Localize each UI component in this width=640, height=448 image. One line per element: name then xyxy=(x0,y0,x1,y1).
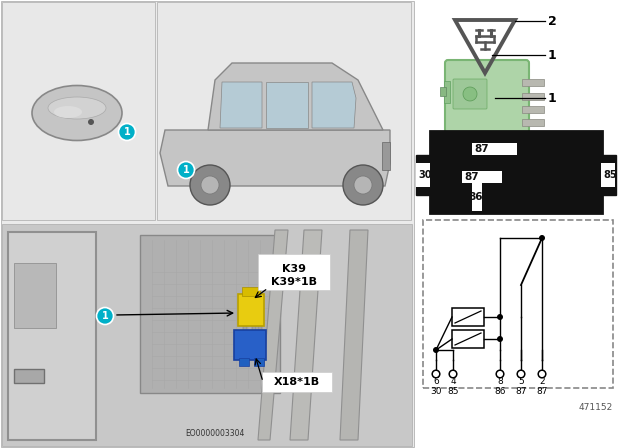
Text: X18*1B: X18*1B xyxy=(274,377,320,387)
Circle shape xyxy=(539,235,545,241)
Polygon shape xyxy=(266,82,308,128)
Bar xyxy=(262,372,332,392)
Text: 85: 85 xyxy=(447,387,459,396)
Text: 87: 87 xyxy=(536,387,548,396)
Bar xyxy=(522,79,544,86)
Bar xyxy=(452,308,484,326)
Bar xyxy=(140,235,280,393)
Polygon shape xyxy=(340,230,368,440)
Text: K39*1B: K39*1B xyxy=(271,277,317,287)
Text: 5: 5 xyxy=(518,378,524,387)
Circle shape xyxy=(497,336,503,342)
Bar xyxy=(1,1,414,447)
Bar xyxy=(14,369,44,383)
Text: 2: 2 xyxy=(548,14,557,27)
Circle shape xyxy=(496,370,504,378)
Ellipse shape xyxy=(48,97,106,119)
Bar xyxy=(2,2,155,220)
Polygon shape xyxy=(258,230,288,440)
FancyBboxPatch shape xyxy=(453,79,487,109)
Bar xyxy=(472,183,482,211)
Bar xyxy=(423,220,613,388)
Circle shape xyxy=(538,370,546,378)
Text: 87: 87 xyxy=(474,144,488,154)
Bar xyxy=(243,324,247,336)
Bar xyxy=(234,330,266,360)
Bar xyxy=(239,358,249,366)
Circle shape xyxy=(463,87,477,101)
Bar xyxy=(2,224,412,446)
Bar xyxy=(254,358,264,366)
Bar xyxy=(258,254,330,290)
Bar xyxy=(452,330,484,348)
Text: 30: 30 xyxy=(430,387,442,396)
Circle shape xyxy=(433,347,439,353)
Bar xyxy=(472,143,517,155)
Text: 87: 87 xyxy=(464,172,479,182)
Circle shape xyxy=(517,370,525,378)
Circle shape xyxy=(88,119,94,125)
Circle shape xyxy=(497,314,503,320)
Text: 1: 1 xyxy=(548,91,557,104)
Text: 86: 86 xyxy=(494,387,506,396)
Bar xyxy=(522,119,544,126)
Text: 30: 30 xyxy=(418,170,431,180)
Bar xyxy=(258,324,262,336)
Text: 4: 4 xyxy=(450,378,456,387)
Circle shape xyxy=(354,176,372,194)
Circle shape xyxy=(177,161,195,178)
Bar xyxy=(601,163,615,187)
Text: 6: 6 xyxy=(433,378,439,387)
Bar xyxy=(416,163,430,187)
Bar xyxy=(444,81,450,103)
Bar xyxy=(157,2,411,220)
Bar xyxy=(522,93,544,100)
Bar xyxy=(462,171,502,183)
Text: 86: 86 xyxy=(468,192,483,202)
Polygon shape xyxy=(160,130,390,186)
Bar xyxy=(430,131,602,213)
Text: 8: 8 xyxy=(497,378,503,387)
Bar xyxy=(238,294,264,326)
Polygon shape xyxy=(290,230,322,440)
Text: 1: 1 xyxy=(102,311,108,321)
Bar xyxy=(382,142,390,170)
Text: 85: 85 xyxy=(603,170,616,180)
Bar xyxy=(415,1,639,447)
Text: 2: 2 xyxy=(539,378,545,387)
Text: EO0000003304: EO0000003304 xyxy=(186,429,244,438)
Bar xyxy=(522,106,544,113)
Bar xyxy=(252,324,256,336)
Text: 1: 1 xyxy=(182,165,189,175)
Bar xyxy=(14,263,56,328)
Circle shape xyxy=(190,165,230,205)
Ellipse shape xyxy=(32,86,122,141)
Bar xyxy=(440,87,446,96)
Polygon shape xyxy=(312,82,356,128)
Circle shape xyxy=(432,370,440,378)
Polygon shape xyxy=(220,82,262,128)
Circle shape xyxy=(118,124,136,141)
Ellipse shape xyxy=(54,106,82,118)
Circle shape xyxy=(343,165,383,205)
Bar xyxy=(8,232,96,440)
Circle shape xyxy=(97,307,113,324)
Circle shape xyxy=(449,370,457,378)
Text: K39: K39 xyxy=(282,264,306,274)
Bar xyxy=(416,155,431,195)
Text: 1: 1 xyxy=(124,127,131,137)
Circle shape xyxy=(201,176,219,194)
Text: 87: 87 xyxy=(515,387,527,396)
Text: 1: 1 xyxy=(548,48,557,61)
Polygon shape xyxy=(208,63,383,130)
Bar xyxy=(242,287,260,296)
Text: 471152: 471152 xyxy=(579,404,613,413)
Bar xyxy=(601,155,616,195)
FancyBboxPatch shape xyxy=(445,60,529,136)
